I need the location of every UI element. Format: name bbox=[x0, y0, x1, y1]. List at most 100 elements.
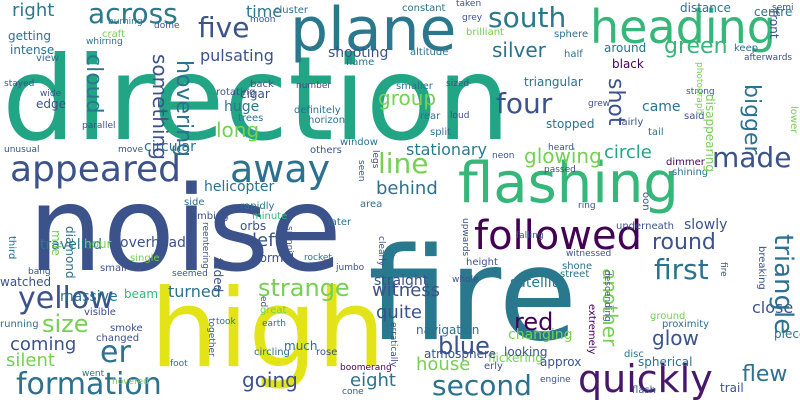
word: fire bbox=[718, 262, 728, 277]
word: five bbox=[198, 11, 250, 44]
word: left bbox=[252, 230, 282, 251]
word: orbs bbox=[240, 219, 267, 233]
word: brilliant bbox=[466, 27, 504, 38]
word: earth bbox=[262, 319, 286, 329]
word: dimmer bbox=[666, 157, 705, 168]
word: fairly bbox=[618, 117, 644, 128]
word: bigger bbox=[739, 84, 764, 155]
word: grew bbox=[588, 99, 611, 109]
word: circling bbox=[254, 347, 290, 358]
word: third bbox=[6, 236, 17, 260]
word: line bbox=[378, 147, 429, 180]
word: neon bbox=[492, 151, 515, 161]
word: er bbox=[100, 335, 131, 370]
word: falling bbox=[516, 231, 544, 241]
word: later bbox=[328, 217, 352, 228]
word: time bbox=[246, 2, 283, 21]
word: half bbox=[564, 49, 583, 60]
word: yellow bbox=[18, 281, 114, 316]
word: made bbox=[712, 141, 792, 174]
word: front bbox=[767, 10, 781, 39]
word: followed bbox=[474, 213, 642, 259]
word: smoke bbox=[110, 323, 143, 334]
word: split bbox=[430, 127, 452, 138]
word: cigar bbox=[240, 87, 270, 101]
word: foot bbox=[170, 359, 188, 369]
word: number bbox=[296, 81, 332, 91]
word: view bbox=[36, 53, 60, 64]
word: semi bbox=[772, 3, 794, 13]
word: massive bbox=[60, 289, 118, 305]
word: breaking bbox=[756, 246, 767, 290]
word: spherical bbox=[638, 355, 693, 369]
word: four bbox=[496, 87, 553, 120]
word: horizon bbox=[308, 115, 346, 126]
word: something bbox=[148, 54, 172, 160]
word: went bbox=[82, 369, 105, 379]
word: grey bbox=[462, 13, 483, 23]
word: small bbox=[100, 263, 127, 274]
word: hovering bbox=[171, 60, 196, 158]
word: rotating bbox=[216, 87, 256, 98]
word: across bbox=[88, 0, 178, 30]
word: heading bbox=[590, 0, 776, 54]
word: long bbox=[216, 118, 260, 142]
word: much bbox=[284, 339, 318, 353]
word: silent bbox=[6, 350, 55, 371]
word: changing bbox=[508, 327, 573, 343]
word: ground bbox=[650, 311, 686, 322]
word: flashing bbox=[458, 151, 679, 216]
word: ring bbox=[578, 201, 596, 211]
word: high bbox=[150, 267, 386, 392]
word: loud bbox=[450, 111, 470, 121]
word: climbing bbox=[186, 211, 229, 222]
word: lower bbox=[788, 106, 799, 134]
word: cluster bbox=[274, 5, 309, 16]
word: area bbox=[360, 199, 383, 210]
word: circle bbox=[604, 142, 652, 163]
word: centre bbox=[754, 5, 793, 19]
word: bang bbox=[28, 267, 51, 277]
word: slowly bbox=[684, 217, 728, 233]
word: quite bbox=[376, 302, 422, 323]
word: size bbox=[42, 310, 89, 338]
word: pulsating bbox=[200, 46, 274, 65]
word: fire bbox=[368, 221, 578, 370]
word: shooting bbox=[328, 45, 389, 61]
word: trees bbox=[238, 113, 264, 124]
word: move bbox=[118, 145, 144, 155]
word: piece bbox=[774, 327, 800, 341]
word: travelled bbox=[40, 237, 103, 253]
word: green bbox=[664, 34, 728, 59]
word: appeared bbox=[10, 149, 181, 190]
word: passed bbox=[544, 165, 576, 175]
word: black bbox=[612, 57, 644, 71]
word: descending bbox=[602, 270, 612, 322]
word: right bbox=[12, 0, 55, 21]
word: cloud bbox=[81, 54, 106, 114]
word: running bbox=[0, 319, 39, 330]
word: circular bbox=[144, 139, 196, 155]
word: engine bbox=[540, 375, 571, 385]
word: looking bbox=[504, 345, 548, 359]
word: took bbox=[216, 317, 236, 327]
word: flash bbox=[632, 385, 656, 396]
word: keep bbox=[734, 43, 759, 54]
word: rose bbox=[316, 347, 338, 358]
word: rapidly bbox=[240, 201, 275, 212]
word: overhead bbox=[120, 235, 186, 251]
word: watched bbox=[0, 275, 52, 289]
word: house bbox=[416, 354, 471, 375]
word: shone bbox=[562, 261, 593, 272]
word: turned bbox=[168, 282, 221, 301]
word: smaller bbox=[396, 81, 433, 92]
word: going bbox=[242, 368, 298, 392]
word: afterwards bbox=[744, 53, 793, 63]
word: south bbox=[488, 1, 567, 34]
word: glowing bbox=[524, 144, 602, 168]
word: group bbox=[378, 86, 437, 110]
word: constant bbox=[402, 3, 446, 14]
word: first bbox=[654, 253, 709, 286]
word: clearly bbox=[376, 236, 386, 267]
word: coming bbox=[10, 334, 77, 355]
